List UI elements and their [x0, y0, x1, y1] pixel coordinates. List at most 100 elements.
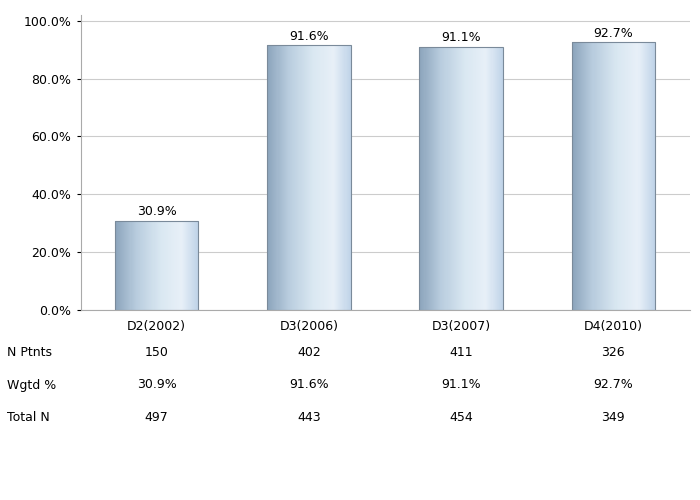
Bar	[326, 45, 327, 310]
Bar	[145, 220, 146, 310]
Bar	[275, 45, 276, 310]
Bar	[491, 46, 493, 310]
Bar	[607, 42, 608, 310]
Bar	[433, 46, 434, 310]
Bar	[329, 45, 330, 310]
Bar	[459, 46, 461, 310]
Bar	[419, 46, 503, 310]
Bar	[149, 220, 150, 310]
Bar	[170, 220, 172, 310]
Text: 443: 443	[297, 411, 321, 424]
Bar	[600, 42, 601, 310]
Bar	[136, 220, 138, 310]
Bar	[489, 46, 491, 310]
Text: 91.1%: 91.1%	[441, 378, 481, 392]
Bar	[424, 46, 425, 310]
Bar	[169, 220, 171, 310]
Bar	[334, 45, 335, 310]
Bar	[115, 220, 199, 310]
Bar	[197, 220, 198, 310]
Bar	[189, 220, 190, 310]
Text: Wgtd %: Wgtd %	[7, 378, 56, 392]
Bar	[617, 42, 619, 310]
Bar	[634, 42, 636, 310]
Bar	[571, 42, 655, 310]
Bar	[172, 220, 173, 310]
Bar	[612, 42, 614, 310]
Bar	[632, 42, 634, 310]
Bar	[168, 220, 169, 310]
Bar	[487, 46, 489, 310]
Bar	[476, 46, 477, 310]
Text: 92.7%: 92.7%	[594, 378, 634, 392]
Bar	[463, 46, 465, 310]
Bar	[439, 46, 440, 310]
Bar	[325, 45, 326, 310]
Bar	[611, 42, 612, 310]
Bar	[132, 220, 133, 310]
Bar	[596, 42, 598, 310]
Bar	[638, 42, 639, 310]
Bar	[435, 46, 436, 310]
Bar	[629, 42, 631, 310]
Bar	[294, 45, 295, 310]
Bar	[470, 46, 471, 310]
Bar	[428, 46, 429, 310]
Bar	[174, 220, 176, 310]
Bar	[419, 46, 421, 310]
Bar	[191, 220, 193, 310]
Bar	[621, 42, 622, 310]
Bar	[646, 42, 648, 310]
Bar	[457, 46, 458, 310]
Bar	[271, 45, 272, 310]
Bar	[573, 42, 575, 310]
Bar	[142, 220, 144, 310]
Bar	[281, 45, 283, 310]
Bar	[606, 42, 608, 310]
Bar	[140, 220, 141, 310]
Bar	[197, 220, 199, 310]
Bar	[304, 45, 306, 310]
Bar	[134, 220, 135, 310]
Bar	[496, 46, 497, 310]
Bar	[480, 46, 482, 310]
Bar	[638, 42, 640, 310]
Text: 349: 349	[601, 411, 625, 424]
Bar	[444, 46, 446, 310]
Text: 91.6%: 91.6%	[289, 30, 329, 43]
Bar	[456, 46, 457, 310]
Bar	[150, 220, 152, 310]
Bar	[178, 220, 179, 310]
Bar	[468, 46, 470, 310]
Bar	[283, 45, 284, 310]
Bar	[443, 46, 444, 310]
Bar	[626, 42, 627, 310]
Bar	[146, 220, 148, 310]
Bar	[430, 46, 432, 310]
Bar	[617, 42, 618, 310]
Bar	[312, 45, 314, 310]
Bar	[155, 220, 157, 310]
Bar	[346, 45, 348, 310]
Bar	[502, 46, 503, 310]
Bar	[268, 45, 270, 310]
Bar	[603, 42, 604, 310]
Bar	[332, 45, 333, 310]
Bar	[478, 46, 480, 310]
Bar	[474, 46, 475, 310]
Bar	[426, 46, 427, 310]
Bar	[281, 45, 282, 310]
Bar	[624, 42, 625, 310]
Bar	[644, 42, 645, 310]
Bar	[575, 42, 577, 310]
Bar	[466, 46, 467, 310]
Bar	[338, 45, 339, 310]
Bar	[654, 42, 655, 310]
Bar	[123, 220, 125, 310]
Bar	[583, 42, 584, 310]
Bar	[640, 42, 641, 310]
Bar	[144, 220, 146, 310]
Bar	[284, 45, 285, 310]
Bar	[167, 220, 169, 310]
Bar	[628, 42, 629, 310]
